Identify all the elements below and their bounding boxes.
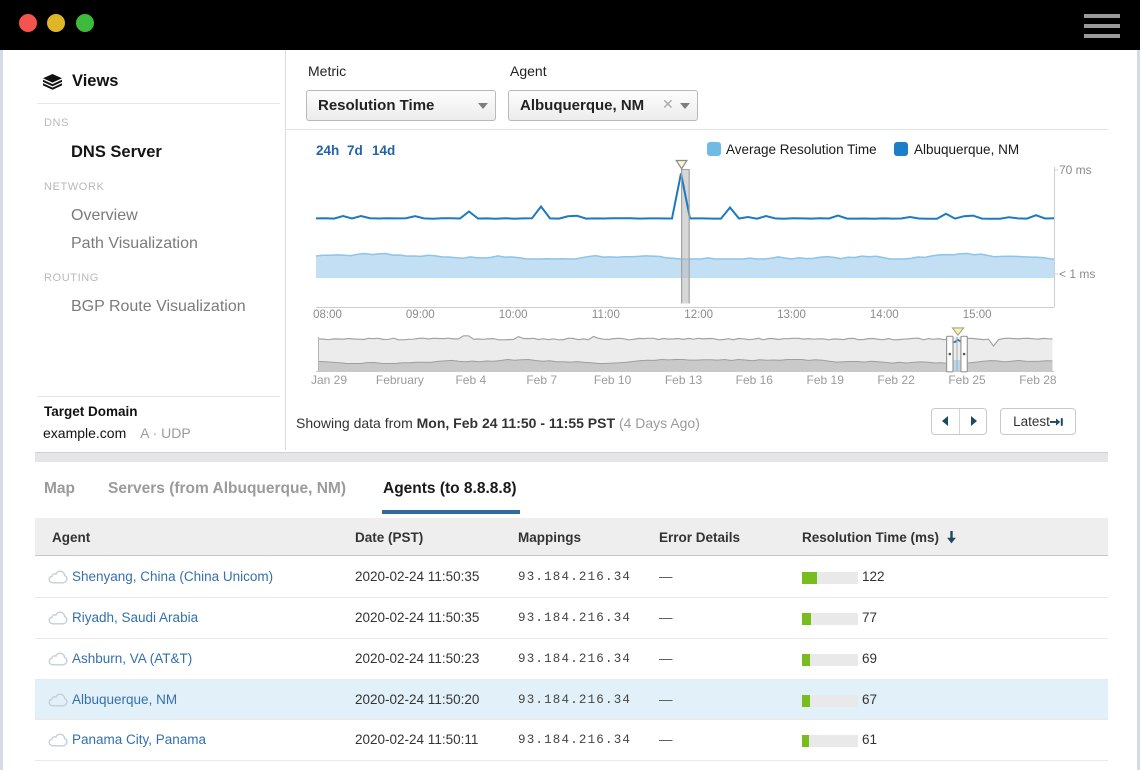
svg-text:Jan 29: Jan 29 <box>311 373 347 387</box>
svg-text:Feb 28: Feb 28 <box>1019 373 1057 387</box>
svg-text:Feb 13: Feb 13 <box>665 373 703 387</box>
svg-text:Feb 7: Feb 7 <box>526 373 557 387</box>
svg-text:15:00: 15:00 <box>963 309 992 321</box>
svg-text:08:00: 08:00 <box>313 309 342 321</box>
svg-text:11:00: 11:00 <box>592 309 620 321</box>
svg-text:70 ms: 70 ms <box>1059 163 1092 177</box>
svg-text:< 1 ms: < 1 ms <box>1059 267 1095 281</box>
svg-text:Feb 16: Feb 16 <box>736 373 774 387</box>
svg-text:09:00: 09:00 <box>406 309 435 321</box>
svg-text:13:00: 13:00 <box>777 309 806 321</box>
svg-text:12:00: 12:00 <box>684 309 713 321</box>
svg-text:Feb 25: Feb 25 <box>948 373 986 387</box>
svg-text:Feb 10: Feb 10 <box>594 373 632 387</box>
svg-text:10:00: 10:00 <box>499 309 528 321</box>
svg-text:Feb 22: Feb 22 <box>877 373 915 387</box>
svg-text:February: February <box>376 373 424 387</box>
svg-text:Feb 4: Feb 4 <box>455 373 486 387</box>
svg-text:Feb 19: Feb 19 <box>807 373 845 387</box>
svg-text:14:00: 14:00 <box>870 309 899 321</box>
